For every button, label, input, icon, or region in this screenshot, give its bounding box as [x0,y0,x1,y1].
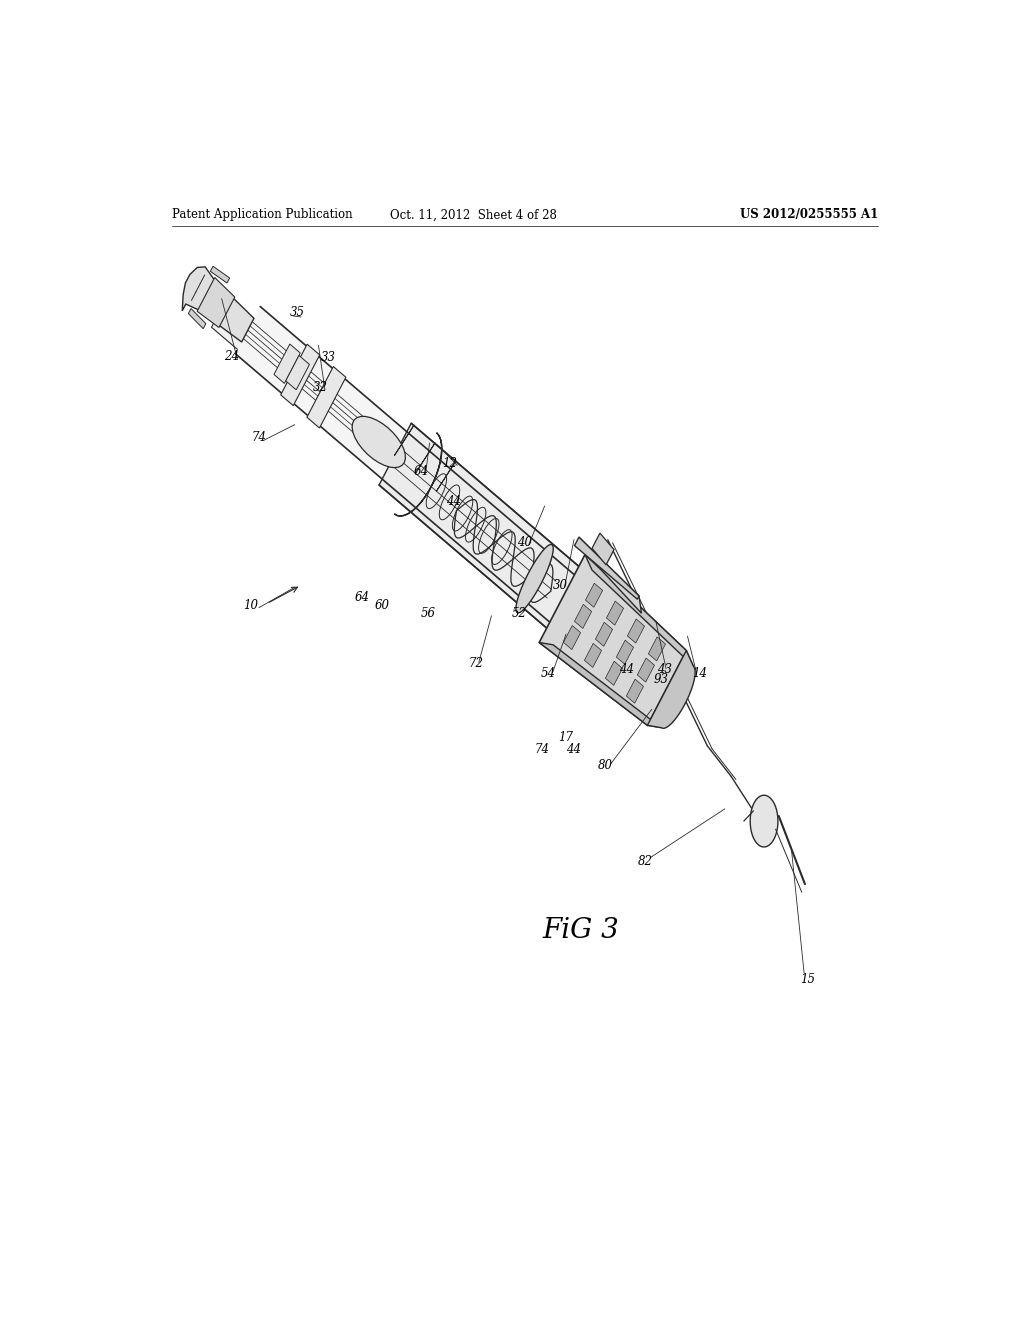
Text: Patent Application Publication: Patent Application Publication [172,209,352,222]
Text: 44: 44 [566,743,582,756]
Text: 10: 10 [244,599,258,612]
Polygon shape [394,433,441,516]
Polygon shape [274,345,300,383]
Polygon shape [595,622,612,647]
Polygon shape [637,659,654,682]
Polygon shape [188,309,206,329]
Polygon shape [751,795,778,847]
Text: 43: 43 [657,663,672,676]
Polygon shape [628,619,644,643]
Text: FiG 3: FiG 3 [542,917,618,944]
Polygon shape [563,626,581,649]
Polygon shape [286,355,309,389]
Polygon shape [379,424,642,681]
Text: 12: 12 [442,457,457,470]
Polygon shape [586,583,603,607]
Text: 32: 32 [312,380,328,393]
Text: 74: 74 [535,743,550,756]
Text: 54: 54 [541,667,556,680]
Text: 82: 82 [638,855,653,869]
Polygon shape [198,277,234,327]
Polygon shape [585,643,601,668]
Polygon shape [212,297,631,672]
Text: 44: 44 [618,663,634,676]
Text: 33: 33 [321,351,336,364]
Polygon shape [281,345,319,405]
Text: 40: 40 [517,536,532,549]
Polygon shape [606,601,624,626]
Polygon shape [616,640,634,664]
Polygon shape [352,416,406,467]
Text: 24: 24 [223,350,239,363]
Polygon shape [516,544,553,612]
Text: 64: 64 [354,591,370,605]
Polygon shape [540,554,686,725]
Text: 30: 30 [553,578,568,591]
Text: 15: 15 [800,973,815,986]
Polygon shape [182,267,254,342]
Polygon shape [307,367,346,428]
Polygon shape [585,554,693,667]
Polygon shape [647,651,695,729]
Text: 52: 52 [512,607,526,620]
Polygon shape [579,537,641,614]
Polygon shape [605,661,623,685]
Text: US 2012/0255555 A1: US 2012/0255555 A1 [739,209,878,222]
Text: 80: 80 [598,759,613,772]
Polygon shape [574,537,639,599]
Text: 60: 60 [375,599,389,612]
Polygon shape [627,680,643,704]
Text: 56: 56 [421,607,435,620]
Polygon shape [648,636,666,661]
Text: 14: 14 [692,667,707,680]
Text: 93: 93 [653,673,669,686]
Polygon shape [540,643,662,727]
Text: Oct. 11, 2012  Sheet 4 of 28: Oct. 11, 2012 Sheet 4 of 28 [390,209,557,222]
Polygon shape [574,605,592,628]
Text: 35: 35 [290,306,304,319]
Text: 64: 64 [414,465,429,478]
Text: 44: 44 [445,495,461,508]
Polygon shape [210,267,229,282]
Polygon shape [592,533,614,565]
Text: 72: 72 [468,657,483,671]
Text: 17: 17 [558,731,573,744]
Text: 74: 74 [252,432,266,445]
Polygon shape [236,306,616,657]
